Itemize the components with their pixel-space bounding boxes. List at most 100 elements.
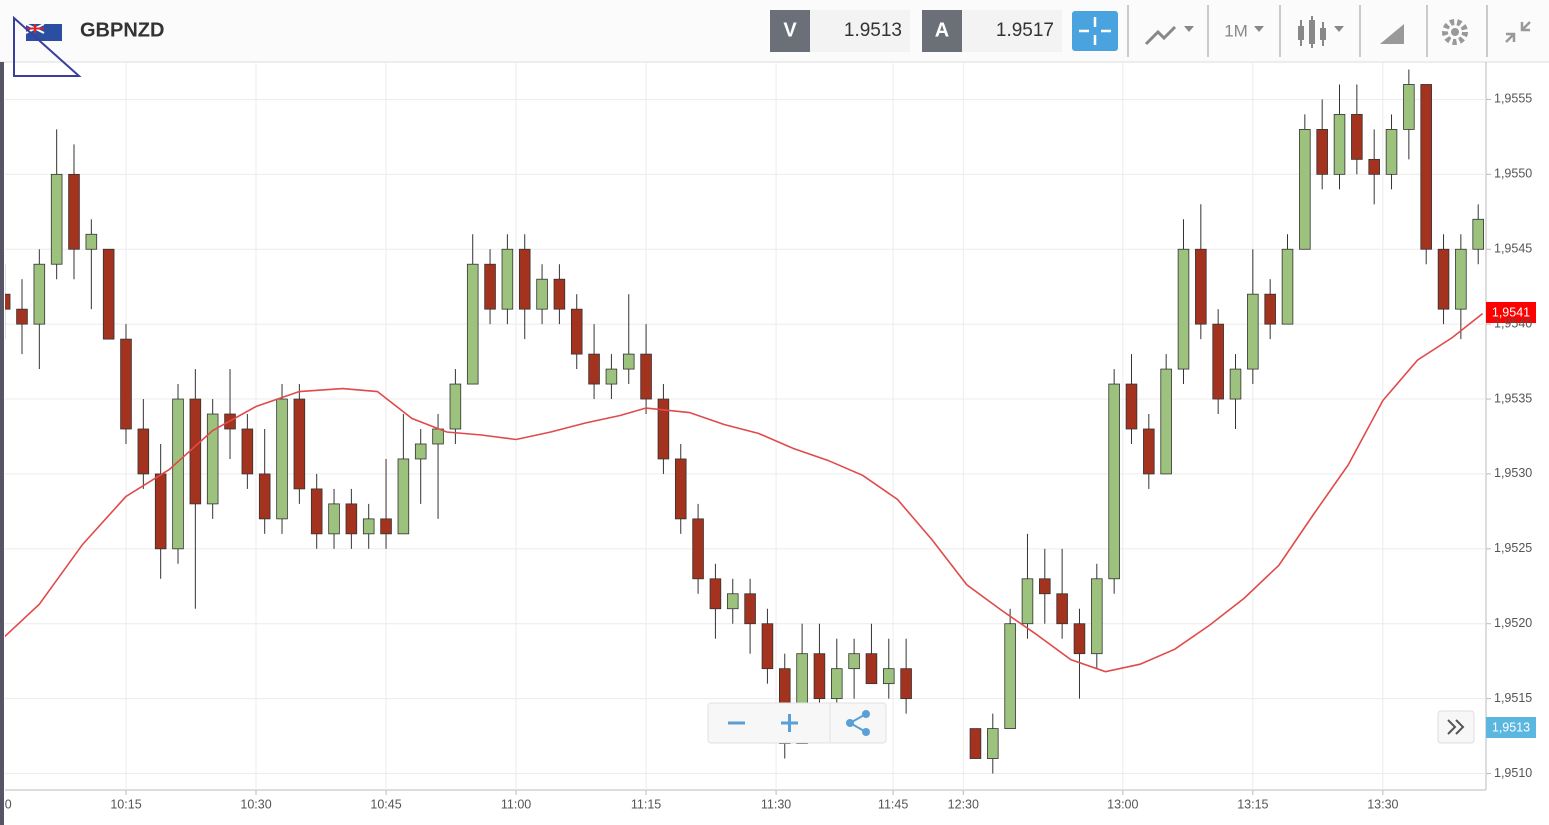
- candle-body: [830, 668, 843, 700]
- timeframe[interactable]: 1M: [1224, 21, 1248, 40]
- candle-body: [501, 248, 514, 310]
- candle-body: [68, 173, 80, 250]
- crosshair-icon: [1079, 17, 1111, 45]
- candle-body: [362, 518, 375, 535]
- x-tick-label: 11:30: [761, 797, 791, 811]
- candle-body: [987, 728, 999, 759]
- candle-body: [16, 308, 28, 325]
- candle-body: [1403, 84, 1415, 130]
- candle-body: [1073, 623, 1086, 655]
- buy-box[interactable]: [962, 10, 1062, 52]
- settings-icon[interactable]: [1442, 19, 1468, 45]
- candle-body: [1143, 428, 1155, 475]
- sell-label: V: [783, 19, 797, 41]
- candle-body: [414, 443, 427, 460]
- candle-body: [1160, 368, 1172, 475]
- candle-body: [1385, 129, 1398, 175]
- candle-body: [276, 398, 288, 520]
- candle-body: [865, 653, 878, 685]
- x-tick-label: 10:15: [110, 797, 141, 811]
- candle-body: [1316, 129, 1328, 175]
- candle-body: [553, 278, 566, 310]
- candle-body: [657, 398, 670, 460]
- candle-body: [189, 398, 202, 505]
- sell-box[interactable]: [810, 10, 910, 52]
- buy-price: 1.9517: [996, 20, 1054, 41]
- candle-icon[interactable]: [1298, 16, 1344, 48]
- ma-price: 1,9541: [1492, 305, 1530, 319]
- candle-body: [397, 458, 410, 535]
- candle-body: [1420, 84, 1432, 250]
- dropdown: [1254, 26, 1264, 32]
- candle-body: [848, 653, 860, 670]
- candle-body: [1351, 114, 1363, 160]
- candle-body: [640, 353, 652, 400]
- candle-body: [1195, 248, 1207, 325]
- candle-body: [154, 473, 167, 550]
- candle-body: [345, 503, 358, 535]
- candle-body: [1039, 578, 1051, 595]
- x-tick-label: 10:45: [370, 797, 401, 811]
- candle-body: [1368, 158, 1380, 175]
- x-tick-label: 11:45: [878, 797, 908, 811]
- candle-body: [310, 488, 323, 535]
- y-tick-label: 1,9550: [1494, 167, 1532, 181]
- candle-body: [293, 398, 306, 490]
- chart-type-icon[interactable]: [1144, 25, 1177, 46]
- collapse-icon[interactable]: [1505, 21, 1531, 43]
- zoom-in[interactable]: [781, 714, 798, 732]
- candle-body: [172, 398, 184, 550]
- candle-body: [1177, 248, 1190, 370]
- buy-label: A: [935, 19, 949, 41]
- y-tick-label: 1,9545: [1494, 242, 1532, 256]
- x-tick-label: 11:15: [631, 797, 661, 811]
- zoom-controls: [707, 702, 887, 744]
- scroll-icon: [1447, 719, 1465, 735]
- draw-icon[interactable]: [1380, 24, 1404, 44]
- dropdown: [1184, 26, 1194, 32]
- candle-body: [536, 278, 548, 310]
- candle-body: [674, 458, 687, 520]
- candle-body: [50, 173, 63, 265]
- candle-body: [102, 248, 115, 340]
- candle-body: [466, 263, 479, 385]
- candle-body: [1229, 368, 1242, 400]
- candle-body: [1281, 248, 1294, 325]
- candle-body: [813, 653, 826, 700]
- candle-body: [449, 383, 462, 430]
- candle-body: [726, 593, 739, 610]
- candle-body: [588, 353, 600, 385]
- candle-body: [33, 263, 46, 325]
- crosshair-button[interactable]: [1072, 11, 1118, 51]
- candle-body: [1108, 383, 1120, 580]
- candle-body: [1091, 578, 1103, 655]
- candle-body: [328, 503, 340, 535]
- candle-body: [1212, 323, 1224, 400]
- candle-body: [1247, 293, 1259, 370]
- candle-body: [1004, 623, 1016, 729]
- x-tick-label: 11:00: [501, 797, 531, 811]
- candle-body: [1056, 593, 1068, 625]
- x-tick-label: 10:30: [240, 797, 271, 811]
- candle-body: [206, 413, 219, 505]
- buy-badge[interactable]: [922, 10, 962, 52]
- candle-body: [883, 668, 895, 685]
- bid-price: 1,9513: [1492, 720, 1530, 734]
- candle-body: [258, 473, 271, 520]
- toolbar-separators: [1127, 5, 1488, 57]
- candle-body: [380, 518, 392, 535]
- bid-price-badge: [1486, 717, 1536, 738]
- ma-price-badge: [1486, 302, 1536, 323]
- sell-badge[interactable]: [770, 10, 810, 52]
- candle-body: [1472, 218, 1484, 250]
- candle-body: [1299, 129, 1311, 250]
- candle-body: [1125, 383, 1138, 430]
- y-tick-label: 1,9525: [1494, 541, 1532, 555]
- x-tick-label: 10:00: [0, 797, 12, 811]
- y-tick-label: 1,9555: [1494, 92, 1532, 106]
- candle-body: [85, 233, 98, 250]
- share-button[interactable]: [846, 710, 870, 736]
- candle-body: [1437, 248, 1450, 310]
- candle-body: [484, 263, 496, 310]
